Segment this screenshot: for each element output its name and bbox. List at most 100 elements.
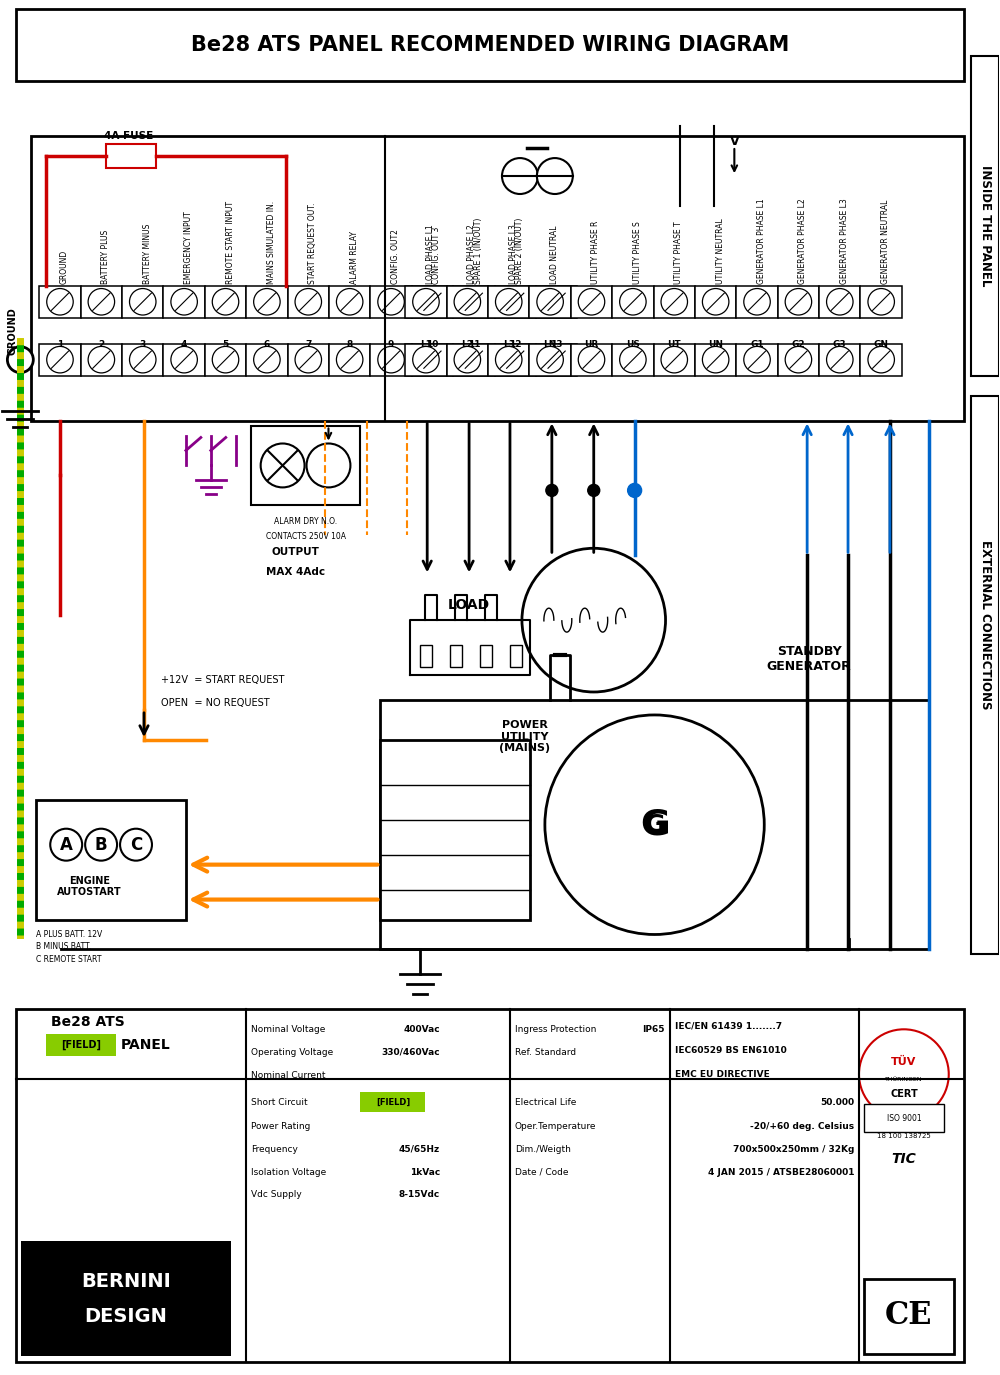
Text: 9: 9: [388, 340, 394, 349]
Bar: [246, 344, 288, 375]
Circle shape: [254, 289, 280, 315]
Text: PANEL: PANEL: [121, 1038, 171, 1052]
Text: GROUND: GROUND: [60, 250, 69, 283]
Circle shape: [50, 829, 82, 861]
Text: GN: GN: [874, 340, 889, 349]
Bar: [122, 286, 163, 318]
Circle shape: [578, 346, 605, 373]
Bar: [695, 344, 736, 375]
Text: GENERATOR PHASE L1: GENERATOR PHASE L1: [757, 198, 766, 283]
Bar: [971, 396, 999, 954]
Circle shape: [661, 289, 688, 315]
Text: 12: 12: [509, 340, 521, 349]
Text: ISO 9001: ISO 9001: [887, 1114, 921, 1122]
Text: +12V  = START REQUEST: +12V = START REQUEST: [161, 675, 284, 685]
Text: Ingress Protection: Ingress Protection: [515, 1024, 596, 1034]
Text: MAINS SIMULATED IN.: MAINS SIMULATED IN.: [267, 201, 276, 283]
Text: G: G: [644, 813, 665, 837]
Bar: [420, 645, 432, 667]
Circle shape: [827, 346, 853, 373]
Bar: [360, 1092, 425, 1112]
Text: MAX 4Adc: MAX 4Adc: [266, 568, 325, 578]
Bar: [971, 56, 999, 375]
Bar: [163, 344, 205, 375]
Circle shape: [295, 289, 322, 315]
Bar: [864, 1104, 944, 1132]
Text: CONTACTS 250V 10A: CONTACTS 250V 10A: [266, 532, 346, 542]
Text: 4: 4: [181, 340, 187, 349]
Circle shape: [130, 346, 156, 373]
Text: G1: G1: [750, 340, 764, 349]
Bar: [370, 344, 412, 375]
Bar: [778, 344, 819, 375]
Text: ALARM RELAY: ALARM RELAY: [350, 231, 359, 283]
Text: CE: CE: [885, 1301, 933, 1331]
Bar: [864, 1279, 954, 1353]
Bar: [571, 344, 612, 375]
Bar: [453, 344, 495, 375]
Circle shape: [461, 346, 487, 373]
Text: LN: LN: [543, 340, 557, 349]
Text: 13: 13: [550, 340, 563, 349]
Text: UTILITY NEUTRAL: UTILITY NEUTRAL: [716, 219, 725, 283]
Text: UT: UT: [667, 340, 681, 349]
Bar: [412, 344, 453, 375]
Circle shape: [254, 346, 280, 373]
Circle shape: [212, 289, 239, 315]
Text: 5: 5: [222, 340, 229, 349]
Bar: [536, 344, 577, 375]
Text: IEC60529 BS EN61010: IEC60529 BS EN61010: [675, 1046, 786, 1055]
Bar: [329, 286, 370, 318]
Text: LOAD: LOAD: [448, 598, 490, 612]
Circle shape: [868, 346, 894, 373]
Text: Oper.Temperature: Oper.Temperature: [515, 1122, 596, 1130]
Text: 700x500x250mm / 32Kg: 700x500x250mm / 32Kg: [733, 1144, 854, 1154]
Circle shape: [7, 346, 33, 373]
Bar: [736, 344, 778, 375]
Text: 400Vac: 400Vac: [404, 1024, 440, 1034]
Text: ENGINE
AUTOSTART: ENGINE AUTOSTART: [57, 876, 121, 898]
Bar: [778, 286, 819, 318]
Text: Electrical Life: Electrical Life: [515, 1097, 576, 1107]
Bar: [447, 286, 488, 318]
Bar: [329, 344, 370, 375]
Bar: [654, 344, 695, 375]
Circle shape: [295, 346, 322, 373]
Circle shape: [419, 289, 446, 315]
Circle shape: [590, 760, 719, 890]
Circle shape: [702, 346, 729, 373]
Bar: [288, 286, 329, 318]
Circle shape: [545, 715, 764, 935]
Bar: [251, 425, 360, 506]
Text: 4 JAN 2015 / ATSBE28060001: 4 JAN 2015 / ATSBE28060001: [708, 1167, 854, 1177]
Text: A: A: [60, 836, 73, 854]
Text: OUTPUT: OUTPUT: [272, 547, 320, 557]
Bar: [571, 286, 612, 318]
Bar: [370, 286, 412, 318]
Bar: [695, 286, 736, 318]
Text: THÜRINGEN: THÜRINGEN: [885, 1077, 923, 1082]
Text: LOAD PHASE L3: LOAD PHASE L3: [509, 224, 518, 283]
Text: Isolation Voltage: Isolation Voltage: [251, 1167, 326, 1177]
Circle shape: [419, 346, 446, 373]
Text: L2: L2: [461, 340, 473, 349]
Bar: [654, 286, 695, 318]
Circle shape: [47, 289, 73, 315]
Circle shape: [261, 444, 305, 487]
Circle shape: [537, 289, 563, 315]
Bar: [405, 286, 447, 318]
Circle shape: [702, 289, 729, 315]
Text: START REQUEST OUT.: START REQUEST OUT.: [308, 202, 317, 283]
Text: 1: 1: [57, 340, 63, 349]
Bar: [39, 286, 81, 318]
Bar: [510, 645, 522, 667]
Text: UN: UN: [708, 340, 723, 349]
Circle shape: [378, 346, 404, 373]
Circle shape: [785, 289, 812, 315]
Text: Operating Voltage: Operating Voltage: [251, 1048, 333, 1057]
Text: POWER
UTILITY
(MAINS): POWER UTILITY (MAINS): [499, 720, 550, 754]
Text: IP65: IP65: [642, 1024, 665, 1034]
Bar: [163, 286, 205, 318]
Text: Nominal Voltage: Nominal Voltage: [251, 1024, 325, 1034]
Text: Ref. Standard: Ref. Standard: [515, 1048, 576, 1057]
